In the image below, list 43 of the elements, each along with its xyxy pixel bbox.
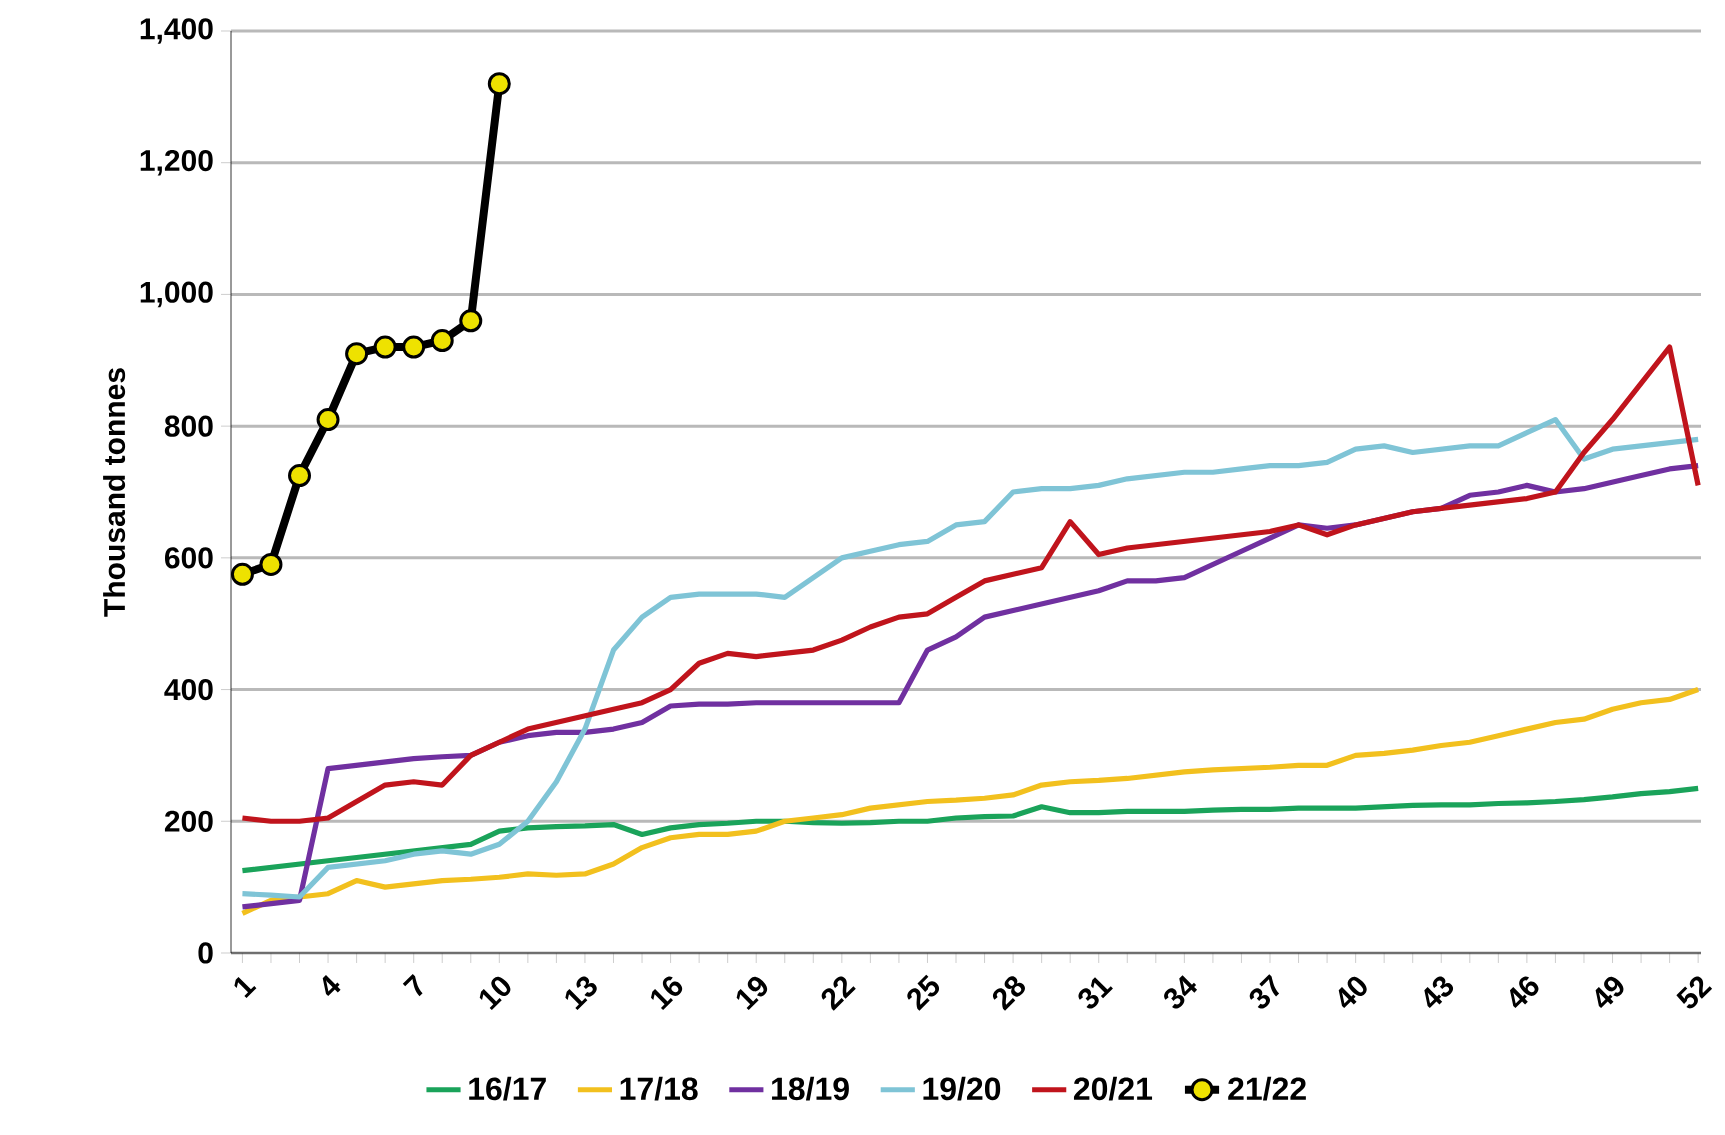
y-axis-title: Thousand tonnes (103, 368, 126, 617)
point (459, 309, 483, 333)
y-tick-label: 1,200 (140, 149, 213, 176)
legend-label: 17/18 (620, 1076, 698, 1101)
point (487, 72, 511, 96)
x-tick-label: 10 (479, 976, 511, 1011)
legend-label: 21/22 (1228, 1076, 1306, 1101)
x-tick-label: 34 (1164, 975, 1198, 1009)
point (345, 342, 369, 366)
x-tick-label: 40 (1338, 976, 1367, 1009)
point (373, 335, 397, 359)
x-tick-label: 49 (1595, 976, 1624, 1009)
x-tick-label: 25 (907, 974, 940, 1011)
x-tick-label: 7 (402, 973, 423, 997)
y-tick-label: 600 (164, 547, 213, 569)
x-tick-label: 31 (1078, 977, 1113, 1009)
x-tick-label: 28 (992, 976, 1025, 1011)
x-tick-label: 37 (1249, 974, 1280, 1009)
x-tick-label: 1 (234, 976, 257, 999)
x-tick-label: 22 (821, 976, 856, 1011)
point (259, 552, 283, 576)
x-tick-label: 52 (1676, 976, 1713, 1009)
y-tick-label: 800 (164, 415, 213, 437)
legend-label: 16/17 (469, 1076, 546, 1101)
legend-label: 18/19 (772, 1076, 849, 1101)
y-tick-label: 1,400 (140, 18, 213, 44)
x-tick-label: 19 (736, 976, 768, 1011)
x-tick-label: 46 (1509, 976, 1539, 1009)
point (288, 464, 312, 488)
y-tick-label: 200 (164, 810, 213, 832)
x-tick-label: 16 (651, 976, 683, 1011)
x-tick-label: 4 (322, 975, 341, 997)
legend-label: 20/21 (1073, 1076, 1153, 1101)
y-tick-label: 0 (198, 942, 213, 964)
point (230, 562, 254, 586)
legend-label: 19/20 (923, 1076, 1001, 1101)
x-tick-label: 13 (565, 976, 597, 1011)
y-tick-label: 400 (164, 678, 213, 701)
point (402, 335, 426, 359)
x-tick-label: 43 (1424, 976, 1454, 1009)
y-tick-label: 1,000 (140, 281, 213, 308)
point (430, 329, 454, 353)
point (316, 408, 340, 432)
